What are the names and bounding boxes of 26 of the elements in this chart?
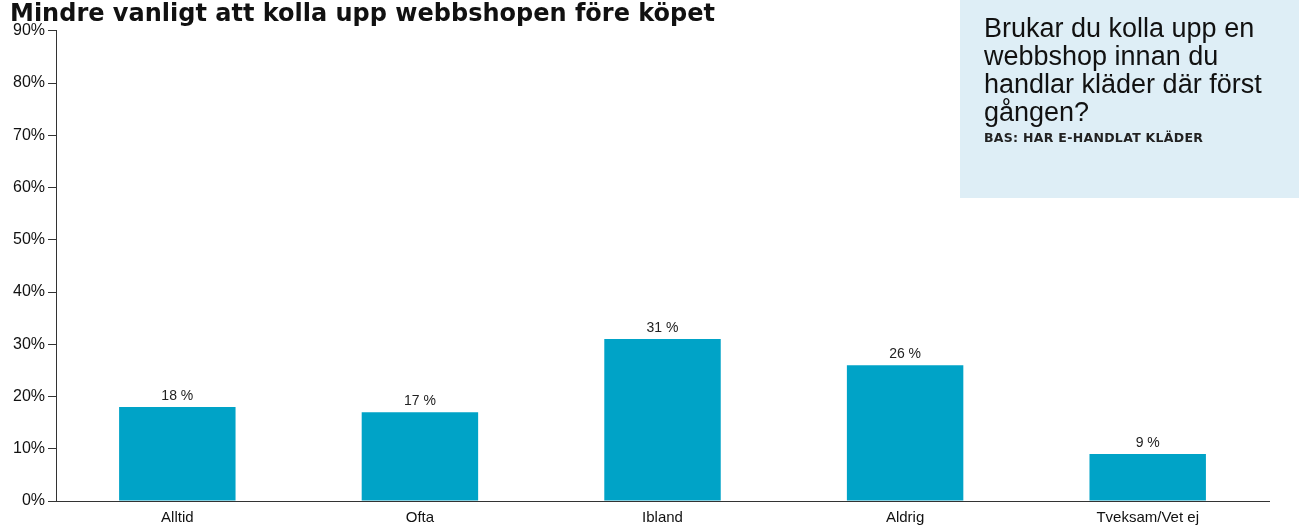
bar: [1089, 453, 1206, 501]
x-tick-label: Ofta: [405, 508, 435, 526]
y-tick-label: 0%: [21, 491, 46, 509]
annotation: BAS: HAR E-HANDLAT KLÄDER: [984, 130, 1205, 145]
y-tick-label: 40%: [12, 282, 46, 300]
data-label: 17 %: [403, 392, 436, 409]
y-tick-label: 50%: [12, 230, 46, 248]
data-label: 26 %: [889, 345, 922, 362]
y-tick-label: 10%: [12, 439, 46, 457]
x-tick-label: Tveksam/Vet ej: [1096, 508, 1199, 526]
bar: [119, 406, 236, 501]
y-tick-label: 30%: [12, 334, 46, 352]
y-tick-label: 60%: [12, 177, 46, 195]
question-panel: Brukar du kolla upp en webbshop innan du handlar kläder där först gången? BAS: HAR E-HANDLAT KLÄDER: [960, 0, 1299, 198]
bar: [361, 412, 479, 501]
bar: [604, 339, 721, 501]
y-tick-label: 20%: [12, 386, 46, 404]
y-tick-label: 70%: [12, 125, 46, 143]
y-tick-label: 80%: [12, 73, 46, 91]
data-label: 31 %: [646, 318, 679, 335]
data-label: 18 %: [161, 386, 194, 403]
x-tick-label: Alltid: [161, 508, 194, 526]
bar: [846, 365, 964, 501]
x-tick-label: Ibland: [642, 508, 683, 526]
x-tick-label: Aldrig: [885, 508, 925, 526]
data-label: 9 %: [1135, 433, 1160, 450]
